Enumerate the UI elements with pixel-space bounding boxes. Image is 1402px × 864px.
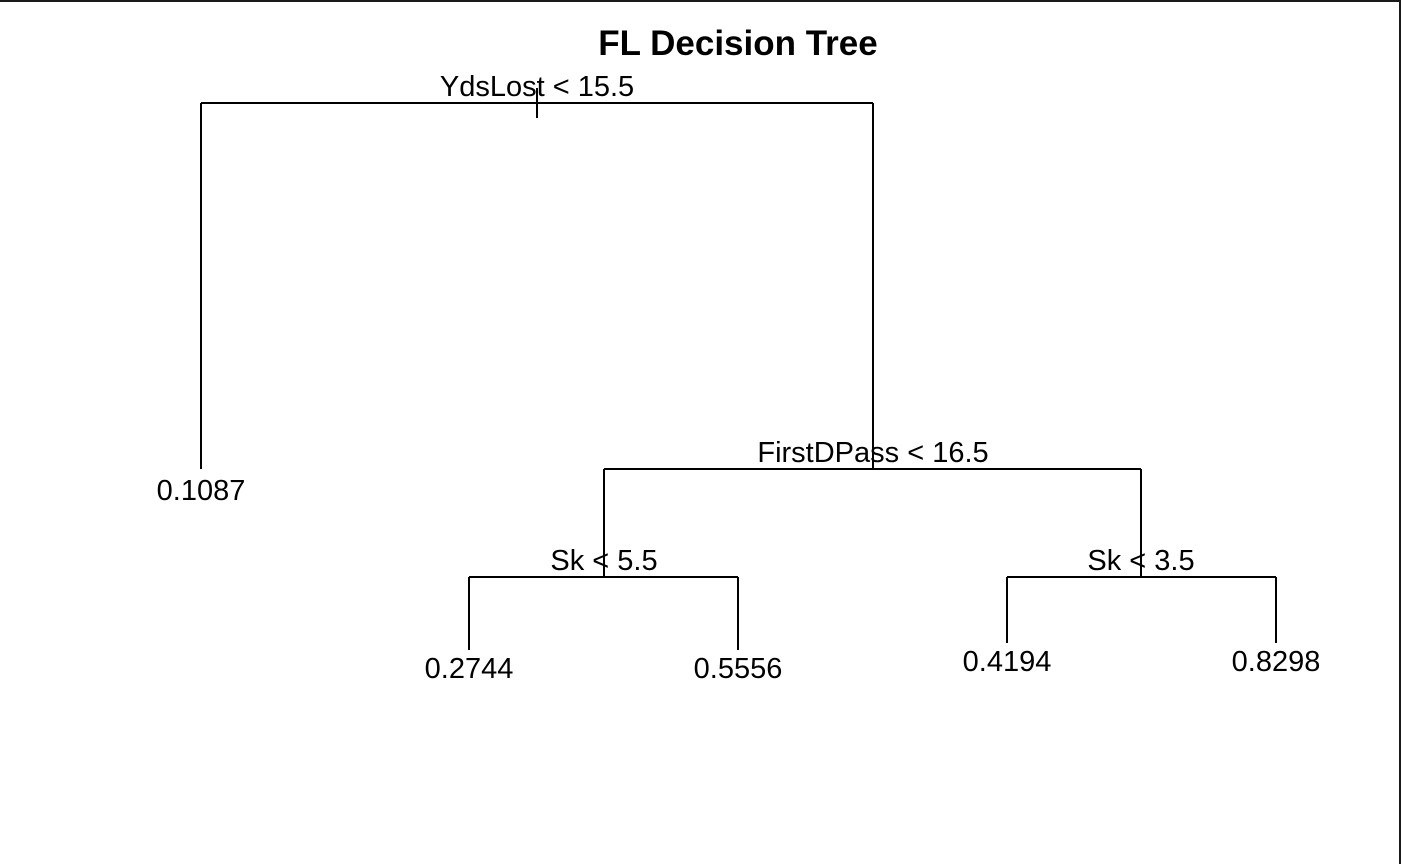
- right-right-split-label: Sk < 3.5: [1087, 545, 1194, 577]
- leaf-left-value: 0.1087: [157, 475, 246, 507]
- root-split-label: YdsLost < 15.5: [440, 71, 634, 103]
- leaf-rll-value: 0.2744: [425, 653, 514, 685]
- leaf-rlr-value: 0.5556: [694, 653, 783, 685]
- right-left-split-label: Sk < 5.5: [550, 545, 657, 577]
- leaf-rrr-value: 0.8298: [1232, 646, 1321, 678]
- tree-title: FL Decision Tree: [598, 24, 877, 63]
- leaf-rrl-value: 0.4194: [963, 646, 1052, 678]
- right-split-label: FirstDPass < 16.5: [757, 437, 988, 469]
